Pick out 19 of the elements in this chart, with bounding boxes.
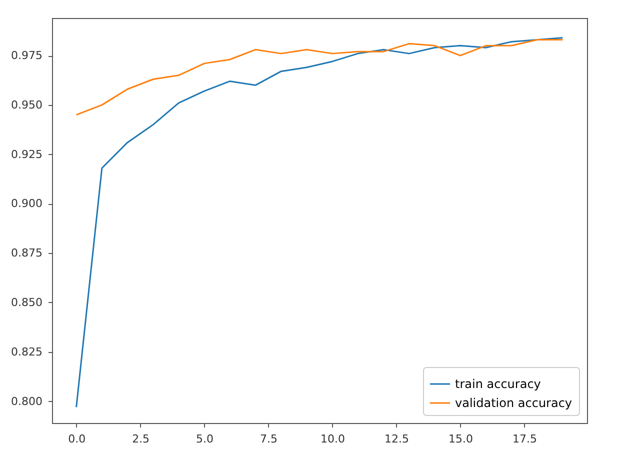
legend-label: validation accuracy — [455, 396, 572, 410]
y-tick-label: 0.950 — [11, 98, 42, 112]
y-tick-label: 0.800 — [11, 394, 42, 408]
y-tick-label: 0.900 — [11, 197, 42, 210]
legend-label: train accuracy — [455, 377, 541, 391]
y-tick-label: 0.925 — [11, 148, 42, 161]
x-tick-label: 15.0 — [448, 432, 474, 446]
y-tick-label: 0.875 — [11, 246, 42, 260]
x-tick-label: 0.0 — [68, 432, 86, 446]
x-tick-label: 17.5 — [512, 432, 538, 446]
y-tick-label: 0.825 — [11, 345, 42, 358]
x-tick-label: 10.0 — [320, 432, 346, 446]
y-tick-label: 0.975 — [11, 49, 42, 62]
line-series — [76, 38, 564, 116]
x-tick-label: 2.5 — [132, 432, 150, 446]
y-tick-label: 0.850 — [11, 296, 42, 309]
x-tick-label: 12.5 — [384, 432, 410, 446]
x-tick-label: 5.0 — [196, 432, 214, 446]
x-tick-label: 7.5 — [260, 432, 278, 446]
